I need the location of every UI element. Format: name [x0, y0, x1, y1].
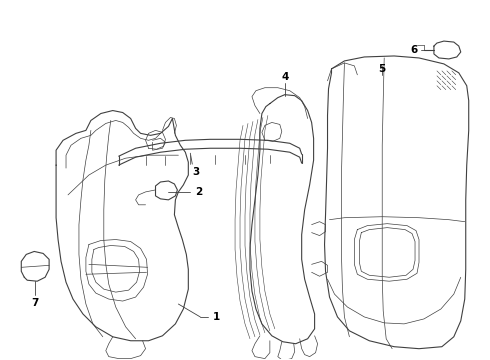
Text: 5: 5 — [379, 64, 386, 74]
Text: 3: 3 — [193, 167, 200, 177]
Text: 4: 4 — [281, 72, 289, 82]
Text: 7: 7 — [31, 298, 39, 308]
Text: 1: 1 — [213, 312, 220, 322]
Text: 6: 6 — [411, 45, 417, 55]
Text: 2: 2 — [195, 187, 202, 197]
